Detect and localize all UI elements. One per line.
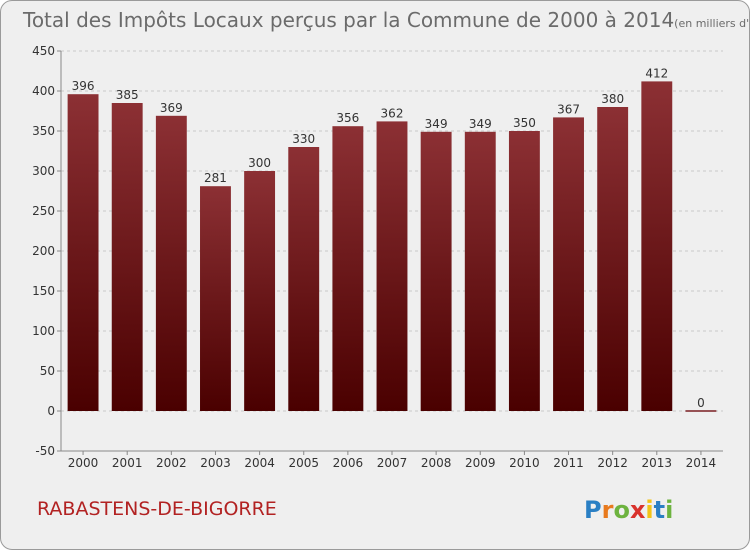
- y-tick-label: -50: [35, 444, 55, 458]
- y-tick-label: 100: [32, 324, 55, 338]
- chart-title-main: Total des Impôts Locaux perçus par la Co…: [22, 8, 674, 32]
- y-tick-label: 300: [32, 164, 55, 178]
- y-tick-label: 350: [32, 124, 55, 138]
- bar-value-label: 349: [469, 117, 492, 131]
- bar: [641, 81, 673, 412]
- x-tick-label: 2010: [509, 456, 540, 470]
- bar-value-label: 356: [336, 111, 359, 125]
- bar: [553, 117, 584, 412]
- bar-value-label: 350: [513, 116, 536, 130]
- bar-value-label: 412: [645, 66, 668, 80]
- x-tick-label: 2012: [597, 456, 628, 470]
- bar: [244, 171, 276, 411]
- x-tick-label: 2006: [333, 456, 364, 470]
- bar-value-label: 385: [116, 88, 139, 102]
- chart-title: Total des Impôts Locaux perçus par la Co…: [22, 8, 750, 32]
- x-tick-label: 2003: [200, 456, 231, 470]
- x-tick-label: 2004: [244, 456, 275, 470]
- bar-value-label: 362: [381, 106, 404, 120]
- bar: [508, 131, 540, 411]
- y-tick-label: 450: [32, 44, 55, 58]
- bar: [376, 121, 408, 412]
- x-tick-label: 2005: [288, 456, 319, 470]
- bar-value-label: 0: [697, 396, 705, 410]
- proxiti-logo: Proxiti: [584, 496, 673, 524]
- bar-value-label: 380: [601, 92, 624, 106]
- y-tick-label: 200: [32, 244, 55, 258]
- x-tick-label: 2007: [377, 456, 408, 470]
- x-tick-label: 2008: [421, 456, 452, 470]
- bar-value-label: 367: [557, 102, 580, 116]
- tick-labels: -50 0 50 100 150 200 250 300 350 400 450 2000 2001 20…: [32, 44, 716, 470]
- bar: [155, 115, 187, 412]
- bar-value-label: 349: [425, 117, 448, 131]
- axes: [57, 50, 723, 455]
- bar-value-label: 369: [160, 101, 183, 115]
- y-tick-label: 0: [47, 404, 55, 418]
- x-tick-label: 2009: [465, 456, 496, 470]
- bar-value-label: 300: [248, 156, 271, 170]
- x-tick-label: 2013: [642, 456, 673, 470]
- bar: [111, 103, 143, 411]
- bar-value-label: 396: [72, 79, 95, 93]
- value-labels: 396 385 369 281 300 330 356 362 349 349 350 367 380 4…: [72, 66, 705, 410]
- bar: [200, 186, 231, 411]
- bar-value-label: 330: [292, 132, 315, 146]
- bar: [288, 147, 320, 411]
- bar: [597, 107, 629, 411]
- y-tick-label: 250: [32, 204, 55, 218]
- chart-unit-note: (en milliers d'€): [674, 17, 750, 30]
- x-tick-label: 2014: [686, 456, 717, 470]
- bar-value-label: 281: [204, 171, 227, 185]
- commune-name: RABASTENS-DE-BIGORRE: [37, 498, 277, 520]
- bar: [464, 131, 496, 412]
- y-tick-label: 50: [40, 364, 55, 378]
- bar: [420, 131, 452, 412]
- x-tick-label: 2000: [68, 456, 99, 470]
- bar: [332, 126, 364, 411]
- bar: [67, 94, 99, 411]
- bars: [67, 81, 717, 412]
- y-tick-label: 400: [32, 84, 55, 98]
- x-tick-label: 2002: [156, 456, 187, 470]
- x-tick-label: 2001: [112, 456, 143, 470]
- x-tick-label: 2011: [553, 456, 584, 470]
- y-tick-label: 150: [32, 284, 55, 298]
